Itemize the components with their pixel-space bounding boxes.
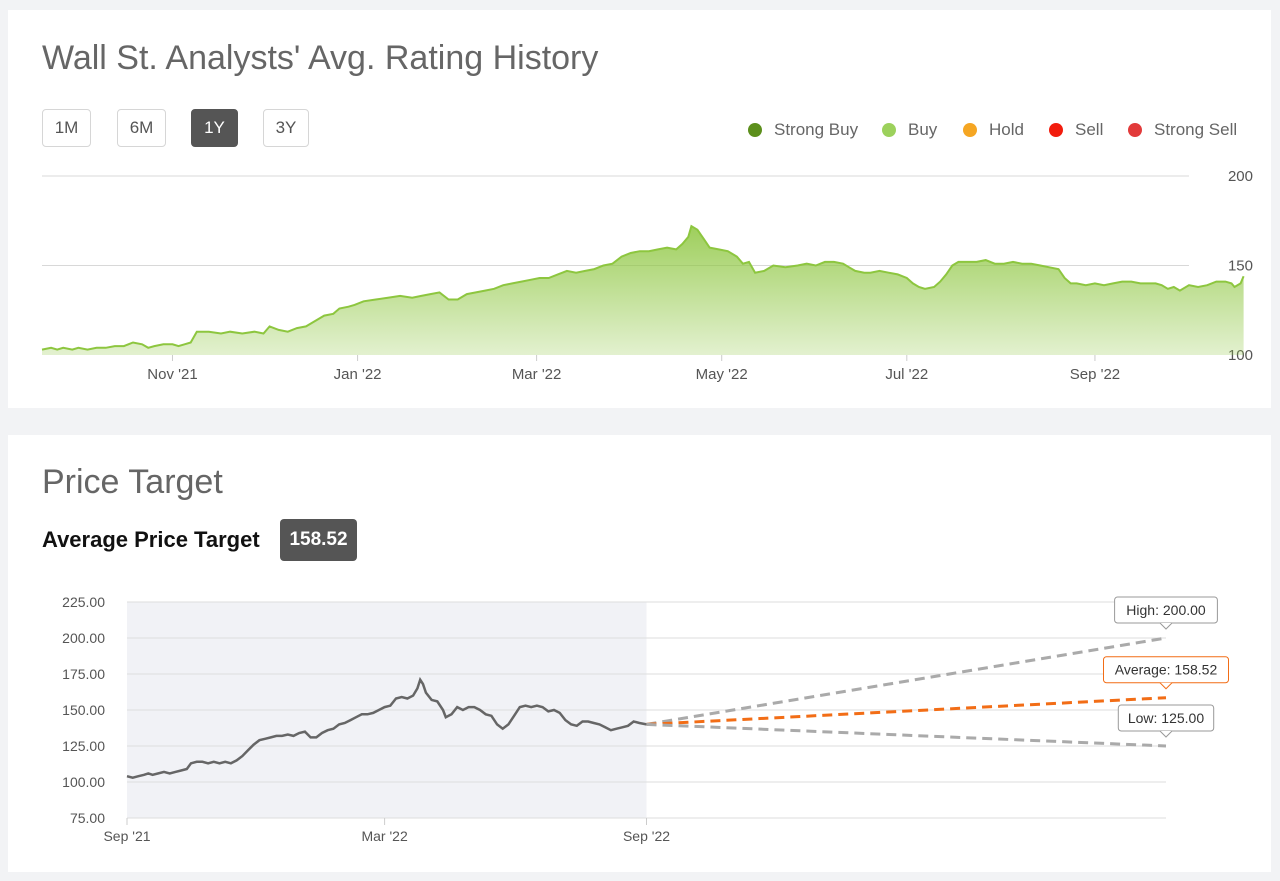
rating-y-tick-label: 200 [1228, 168, 1253, 185]
legend-label-strong-sell: Strong Sell [1154, 120, 1238, 139]
average-price-target-badge: 158.52 [280, 519, 357, 561]
legend-label-hold: Hold [989, 120, 1024, 139]
range-3y-button[interactable]: 3Y [263, 109, 309, 147]
rating-x-tick-label: Jul '22 [885, 366, 928, 383]
forecast-label-text: High: 200.00 [1126, 602, 1206, 618]
price-target-title: Price Target [42, 463, 223, 501]
range-1m-button[interactable]: 1M [42, 109, 91, 147]
forecast-label-text: Low: 125.00 [1128, 710, 1204, 726]
forecast-label-pointer [1159, 730, 1173, 738]
target-y-tick-label: 225.00 [62, 594, 105, 610]
rating-history-card: Wall St. Analysts' Avg. Rating History 1… [8, 10, 1271, 408]
legend-strong-buy[interactable]: Strong Buy [748, 120, 858, 140]
forecast-label-pointer [1159, 622, 1173, 630]
forecast-low-line [646, 722, 1167, 748]
legend-dot-strong-sell [1128, 123, 1142, 137]
target-y-tick-label: 150.00 [62, 702, 105, 718]
legend-dot-sell [1049, 123, 1063, 137]
legend-label-sell: Sell [1075, 120, 1104, 139]
target-y-tick-label: 125.00 [62, 738, 105, 754]
range-6m-button[interactable]: 6M [117, 109, 166, 147]
legend-dot-hold [963, 123, 977, 137]
legend-dot-strong-buy [748, 123, 762, 137]
forecast-label-text: Average: 158.52 [1115, 662, 1218, 678]
legend-strong-sell[interactable]: Strong Sell [1128, 120, 1237, 140]
rating-x-tick-label: Nov '21 [147, 366, 197, 383]
forecast-high-line [646, 636, 1167, 726]
price-history-line [126, 676, 647, 779]
average-price-target-label: Average Price Target [42, 527, 260, 552]
price-target-card: Price Target Average Price Target 158.52… [8, 435, 1271, 872]
target-x-tick-label: Sep '22 [623, 828, 670, 844]
legend-buy[interactable]: Buy [882, 120, 937, 140]
forecast-high-label: High: 200.00 [1114, 596, 1218, 630]
target-y-tick-label: 100.00 [62, 774, 105, 790]
legend-label-buy: Buy [908, 120, 938, 139]
legend-dot-buy [882, 123, 896, 137]
forecast-average-line [646, 696, 1167, 726]
legend-hold[interactable]: Hold [963, 120, 1024, 140]
rating-x-tick-label: Mar '22 [512, 366, 562, 383]
rating-line [41, 224, 1245, 351]
forecast-label-pointer [1159, 682, 1173, 690]
target-x-tick-label: Mar '22 [361, 828, 407, 844]
legend-sell[interactable]: Sell [1049, 120, 1103, 140]
forecast-average-label: Average: 158.52 [1103, 656, 1229, 690]
rating-area [42, 226, 1244, 355]
target-y-tick-label: 175.00 [62, 666, 105, 682]
rating-history-title: Wall St. Analysts' Avg. Rating History [42, 39, 599, 77]
price-target-chart: 225.00 200.00 175.00 150.00 125.00 100.00 75.0… [62, 594, 1229, 844]
range-1y-button[interactable]: 1Y [191, 109, 238, 147]
forecast-low-label: Low: 125.00 [1117, 704, 1215, 738]
target-x-tick-label: Sep '21 [103, 828, 150, 844]
target-y-tick-label: 75.00 [70, 810, 105, 826]
target-y-tick-label: 200.00 [62, 630, 105, 646]
rating-y-tick-label: 150 [1228, 258, 1253, 275]
rating-x-tick-label: Jan '22 [334, 366, 382, 383]
rating-x-tick-label: May '22 [696, 366, 748, 383]
rating-x-tick-label: Sep '22 [1070, 366, 1120, 383]
legend-label-strong-buy: Strong Buy [774, 120, 859, 139]
